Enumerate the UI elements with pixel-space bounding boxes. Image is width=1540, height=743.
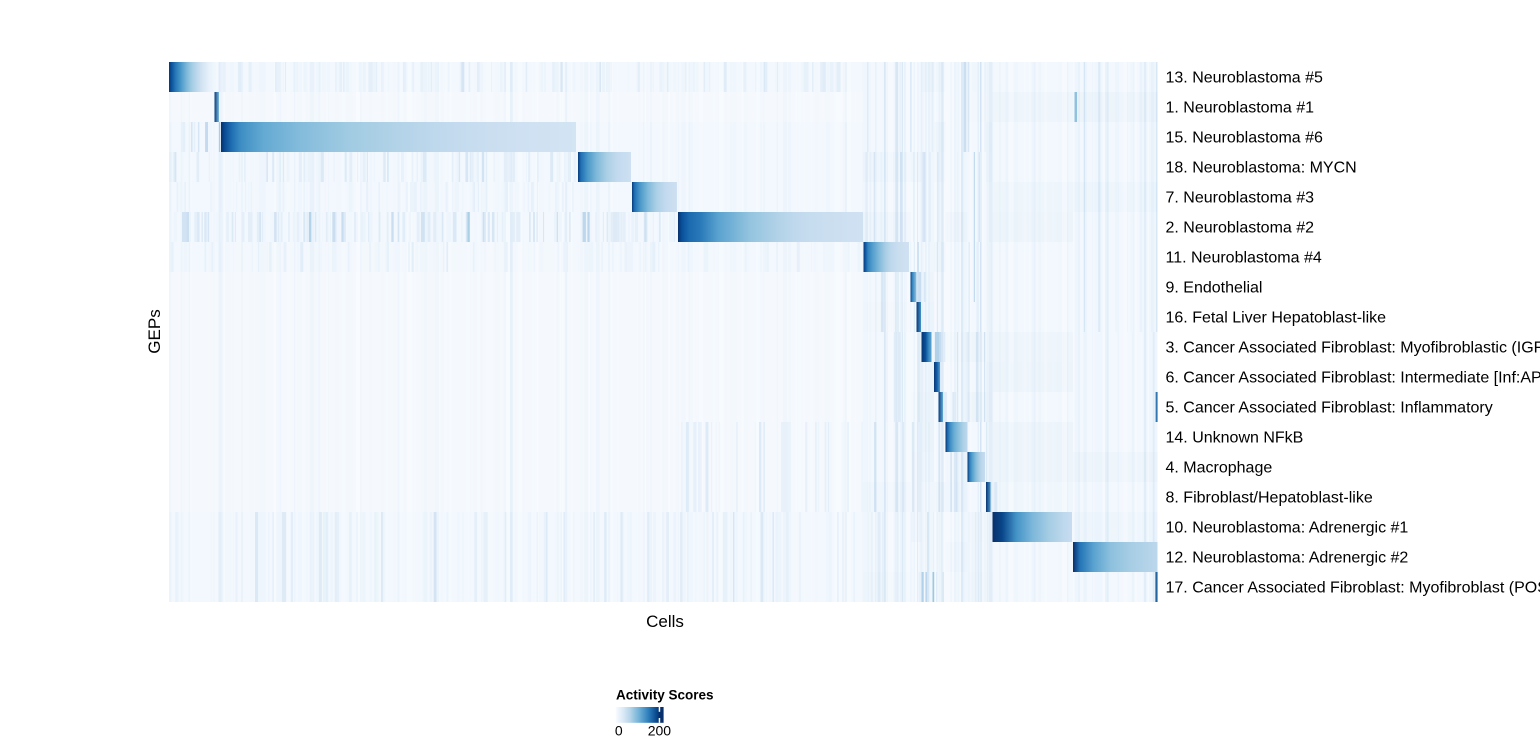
svg-text:16. Fetal Liver Hepatoblast-li: 16. Fetal Liver Hepatoblast-like [1166, 310, 1387, 327]
svg-text:10. Neuroblastoma: Adrenergic: 10. Neuroblastoma: Adrenergic #1 [1166, 520, 1409, 537]
svg-text:200: 200 [648, 723, 672, 739]
svg-text:0: 0 [615, 723, 623, 739]
svg-text:Activity Scores: Activity Scores [616, 688, 714, 703]
svg-text:12. Neuroblastoma: Adrenergic: 12. Neuroblastoma: Adrenergic #2 [1166, 550, 1409, 567]
svg-text:Cells: Cells [646, 612, 684, 631]
svg-text:1. Neuroblastoma #1: 1. Neuroblastoma #1 [1166, 100, 1315, 117]
svg-text:14. Unknown NFkB: 14. Unknown NFkB [1166, 430, 1304, 447]
svg-text:5. Cancer Associated Fibroblas: 5. Cancer Associated Fibroblast: Inflamm… [1166, 400, 1493, 417]
svg-text:3. Cancer Associated Fibroblas: 3. Cancer Associated Fibroblast: Myofibr… [1166, 340, 1540, 357]
svg-text:8. Fibroblast/Hepatoblast-like: 8. Fibroblast/Hepatoblast-like [1166, 490, 1373, 507]
svg-text:GEPs: GEPs [145, 309, 164, 353]
svg-text:15. Neuroblastoma #6: 15. Neuroblastoma #6 [1166, 130, 1324, 147]
svg-text:17. Cancer Associated Fibrobla: 17. Cancer Associated Fibroblast: Myofib… [1166, 580, 1540, 597]
svg-text:13. Neuroblastoma #5: 13. Neuroblastoma #5 [1166, 70, 1324, 87]
svg-text:2. Neuroblastoma #2: 2. Neuroblastoma #2 [1166, 220, 1315, 237]
svg-text:18. Neuroblastoma: MYCN: 18. Neuroblastoma: MYCN [1166, 160, 1357, 177]
svg-text:11. Neuroblastoma #4: 11. Neuroblastoma #4 [1166, 250, 1322, 267]
svg-text:4. Macrophage: 4. Macrophage [1166, 460, 1273, 477]
svg-text:9. Endothelial: 9. Endothelial [1166, 280, 1263, 297]
svg-text:7. Neuroblastoma #3: 7. Neuroblastoma #3 [1166, 190, 1315, 207]
svg-text:6. Cancer Associated Fibroblas: 6. Cancer Associated Fibroblast: Interme… [1166, 370, 1540, 387]
